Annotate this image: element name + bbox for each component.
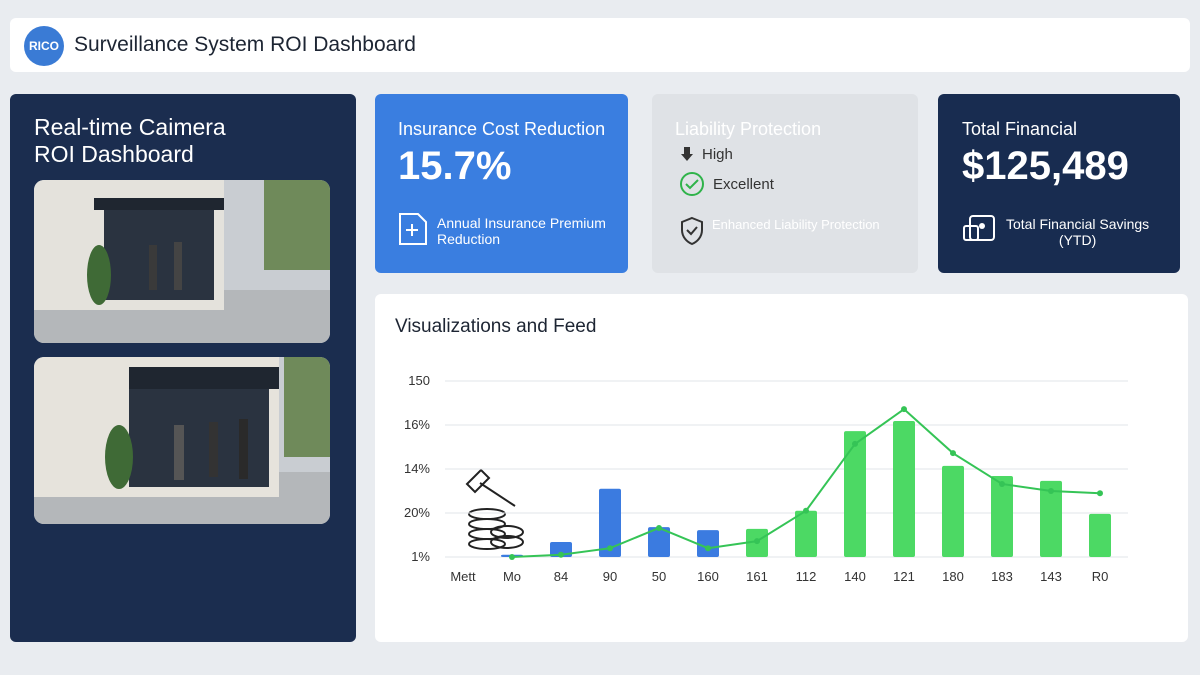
- savings-icon: [963, 215, 995, 241]
- line-point: [754, 538, 760, 545]
- title-line: ROI Dashboard: [34, 141, 194, 167]
- chart-title: Visualizations and Feed: [395, 316, 596, 337]
- bar: [697, 530, 719, 557]
- gavel-icon: [465, 468, 524, 550]
- bar: [1089, 513, 1111, 557]
- camera-feed: [34, 180, 330, 343]
- camera-panel: Real-time Caimera ROI Dashboard: [10, 94, 356, 642]
- x-tick-label: 183: [991, 569, 1013, 584]
- y-tick-label: 20%: [404, 505, 430, 520]
- line-point: [901, 406, 907, 413]
- arrow-icon: [681, 147, 693, 161]
- card-title: Liability Protection: [675, 119, 822, 139]
- panel-title: Real-time Caimera ROI Dashboard: [34, 114, 226, 168]
- financial-card: Total Financial $125,489 Total Financial…: [938, 94, 1180, 273]
- bar: [795, 510, 817, 557]
- line-point: [950, 450, 956, 457]
- card-value: 15.7%: [398, 144, 512, 188]
- y-tick-label: 14%: [404, 461, 430, 476]
- bar: [648, 527, 670, 557]
- x-tick-label: 143: [1040, 569, 1062, 584]
- chart: Visualizations and Feed 1% 20% 14% 16% 150 Me…: [395, 316, 1128, 584]
- line-point: [1048, 488, 1054, 494]
- line-point: [705, 545, 711, 552]
- x-tick-label: 90: [603, 569, 617, 584]
- bar: [942, 465, 964, 557]
- insurance-card: Insurance Cost Reduction 15.7% Annual In…: [375, 94, 628, 273]
- x-tick-label: 140: [844, 569, 866, 584]
- x-tick-label: 84: [554, 569, 568, 584]
- camera-feed: [34, 357, 330, 524]
- card-caption: Annual Insurance Premium Reduction: [437, 215, 606, 247]
- bar: [844, 431, 866, 557]
- line-point: [656, 524, 662, 531]
- card-caption: Total Financial Savings (YTD): [1006, 216, 1149, 248]
- line-point: [1097, 490, 1103, 497]
- line-point: [803, 507, 809, 514]
- x-tick-label: 160: [697, 569, 719, 584]
- x-tick-label: 121: [893, 569, 915, 584]
- x-tick-label: 50: [652, 569, 666, 584]
- x-tick-label: Mo: [503, 569, 521, 584]
- x-tick-label: 112: [796, 569, 817, 584]
- card-value: $125,489: [962, 144, 1129, 188]
- item: Enhanced Liability Protection: [712, 217, 880, 232]
- bar: [1040, 480, 1062, 557]
- header: RICO Surveillance System ROI Dashboard: [10, 18, 1190, 72]
- header-title: Surveillance System ROI Dashboard: [74, 33, 416, 56]
- logo: RICO: [24, 26, 64, 66]
- title-line: Real-time Caimera: [34, 114, 226, 140]
- y-tick-label: 1%: [411, 549, 430, 564]
- item: Excellent: [713, 176, 774, 193]
- line-point: [999, 480, 1005, 487]
- y-tick-label: 16%: [404, 417, 430, 432]
- shield-icon: [681, 216, 703, 246]
- x-tick-label: Mett: [450, 569, 476, 584]
- bar: [893, 421, 915, 557]
- line-point: [607, 545, 613, 552]
- liability-card: Liability Protection High Excellent Enha…: [652, 94, 918, 273]
- document-icon: [399, 213, 427, 245]
- card-title: Total Financial: [962, 119, 1078, 139]
- card-title: Insurance Cost Reduction: [398, 119, 606, 139]
- bar: [599, 488, 621, 557]
- caption-line: Total Financial Savings: [1006, 216, 1150, 232]
- chart-panel: Visualizations and Feed 1% 20% 14% 16% 150 Me…: [375, 294, 1188, 642]
- line-point: [509, 554, 515, 560]
- line-point: [558, 551, 564, 558]
- x-tick-label: 161: [746, 569, 768, 584]
- bar: [991, 476, 1013, 557]
- x-tick-label: R0: [1092, 569, 1109, 584]
- line-point: [852, 440, 858, 447]
- y-tick-label: 150: [408, 373, 430, 388]
- x-tick-label: 180: [942, 569, 964, 584]
- caption-line: (YTD): [1058, 232, 1097, 248]
- check-icon: [680, 172, 704, 196]
- item: High: [702, 146, 733, 163]
